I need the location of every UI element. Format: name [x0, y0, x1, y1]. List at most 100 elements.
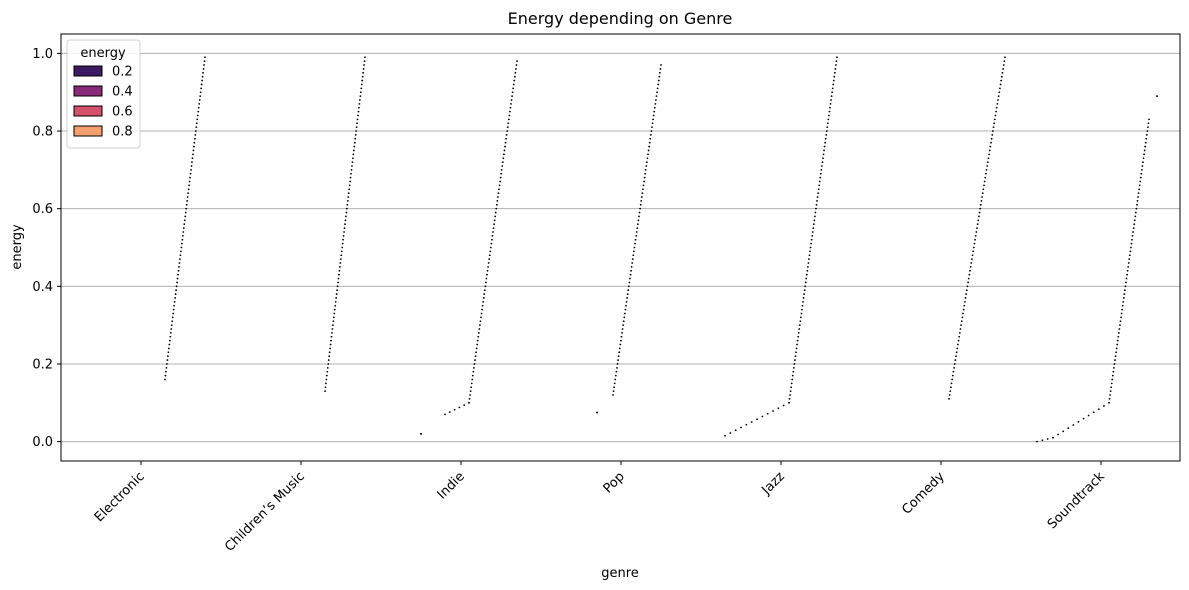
- data-point: [818, 184, 821, 187]
- data-point: [830, 99, 832, 101]
- data-point: [479, 320, 482, 323]
- data-point: [629, 277, 631, 280]
- data-point: [472, 370, 475, 373]
- data-point: [481, 304, 484, 307]
- data-point: [332, 320, 335, 323]
- data-point: [1123, 293, 1126, 295]
- data-point: [638, 211, 641, 214]
- data-point: [177, 269, 180, 272]
- data-point: [825, 134, 828, 136]
- data-point: [813, 215, 816, 218]
- data-point: [1122, 297, 1125, 299]
- data-point: [358, 99, 361, 101]
- data-point: [955, 355, 957, 358]
- data-point: [953, 363, 956, 365]
- data-point: [834, 68, 837, 70]
- data-point: [646, 157, 649, 160]
- data-point: [1145, 137, 1148, 140]
- data-point: [1133, 223, 1136, 226]
- data-point: [494, 215, 497, 218]
- data-point: [969, 269, 971, 272]
- data-point: [420, 432, 422, 435]
- data-point: [812, 223, 815, 226]
- data-point: [1114, 355, 1117, 358]
- legend-entries: 0.2 0.4 0.6 0.8: [73, 65, 133, 140]
- data-point: [654, 102, 657, 105]
- data-point: [640, 196, 643, 198]
- data-point: [1138, 188, 1141, 191]
- data-point: [1111, 374, 1114, 377]
- data-point: [183, 223, 186, 226]
- data-point: [339, 258, 342, 261]
- data-point: [332, 324, 334, 327]
- data-point: [343, 227, 346, 229]
- data-point: [651, 126, 653, 129]
- data-point: [1087, 414, 1090, 417]
- data-point: [325, 378, 328, 381]
- data-point: [1109, 390, 1112, 393]
- data-point: [479, 324, 481, 327]
- data-point: [959, 328, 962, 330]
- data-point: [1115, 351, 1118, 354]
- data-point: [1119, 320, 1122, 323]
- data-point: [796, 339, 799, 342]
- data-point: [631, 258, 634, 261]
- data-point: [496, 200, 499, 202]
- data-point: [1124, 285, 1127, 288]
- legend-swatch: [73, 125, 103, 137]
- data-point: [648, 141, 651, 144]
- data-point: [1142, 161, 1144, 164]
- data-point: [476, 343, 479, 346]
- data-point: [655, 99, 657, 101]
- data-point: [1135, 207, 1138, 210]
- data-point: [1120, 316, 1122, 319]
- data-point: [166, 359, 169, 361]
- data-point: [643, 180, 645, 183]
- data-point: [328, 355, 331, 358]
- data-point: [342, 234, 345, 237]
- data-point: [648, 145, 651, 148]
- data-point: [633, 246, 636, 249]
- data-point: [350, 168, 353, 171]
- data-point: [651, 122, 654, 125]
- data-point: [189, 176, 191, 179]
- data-point: [338, 273, 340, 276]
- data-point: [948, 394, 951, 396]
- data-point: [621, 332, 623, 334]
- data-point: [791, 378, 794, 381]
- data-point: [1127, 262, 1130, 264]
- data-point: [500, 172, 503, 175]
- data-point: [789, 390, 792, 393]
- data-point: [803, 289, 806, 292]
- data-point: [1121, 308, 1124, 311]
- data-point: [950, 382, 953, 385]
- data-point: [516, 60, 518, 63]
- data-point: [985, 168, 988, 171]
- data-point: [645, 161, 648, 164]
- data-point: [810, 238, 813, 241]
- data-point: [184, 215, 187, 218]
- data-point: [1136, 203, 1138, 206]
- data-point: [1146, 130, 1149, 132]
- data-point: [180, 246, 183, 249]
- data-point: [361, 79, 364, 82]
- data-point: [647, 149, 650, 152]
- data-point: [477, 332, 480, 334]
- data-point: [634, 238, 637, 241]
- data-point: [974, 234, 977, 237]
- data-point: [807, 262, 810, 264]
- data-point: [790, 382, 793, 385]
- data-point: [186, 196, 189, 198]
- data-point: [791, 374, 794, 377]
- data-point: [167, 351, 170, 354]
- data-point: [189, 172, 192, 175]
- data-point: [829, 106, 831, 109]
- data-point: [501, 161, 504, 164]
- data-point: [360, 83, 363, 86]
- data-point: [979, 203, 982, 206]
- data-point: [636, 227, 639, 229]
- data-point: [796, 343, 798, 346]
- data-point: [499, 176, 502, 179]
- data-point: [334, 300, 337, 303]
